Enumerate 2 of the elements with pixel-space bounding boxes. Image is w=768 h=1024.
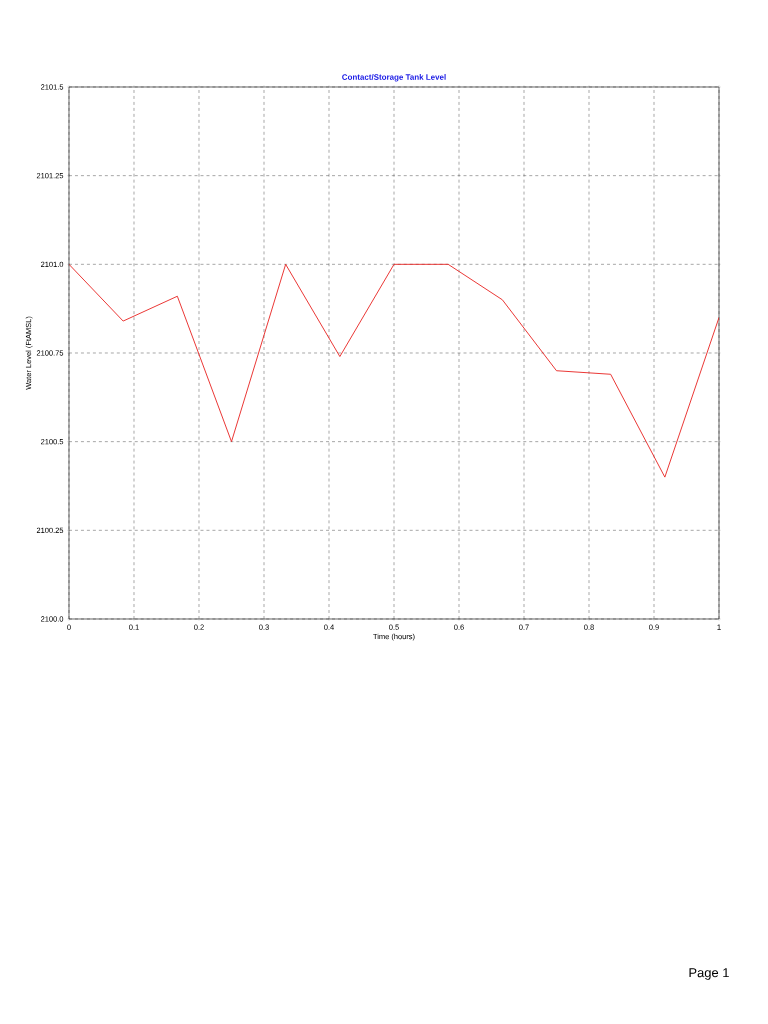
text: Page 1 [689, 968, 729, 980]
line-series [69, 263, 719, 478]
